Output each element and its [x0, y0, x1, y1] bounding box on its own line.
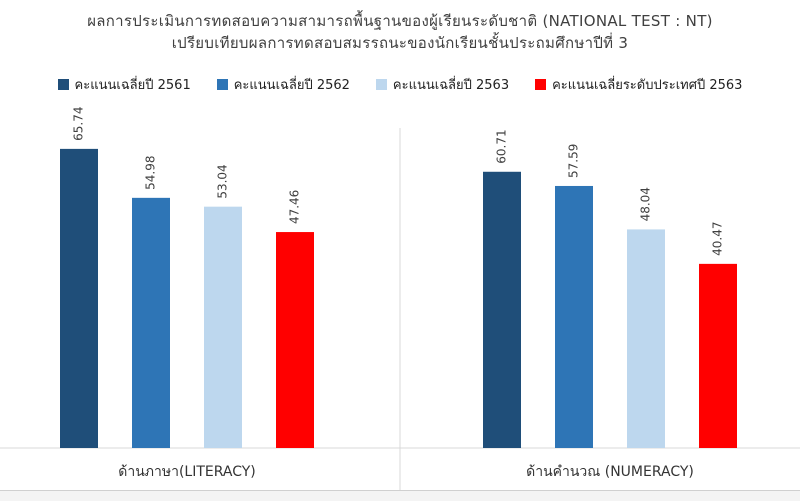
legend-item-national-2563: คะแนนเฉลี่ยระดับประเทศปี 2563 [535, 74, 742, 95]
legend-swatch [216, 79, 228, 90]
bar[interactable] [699, 263, 737, 448]
legend-swatch [375, 79, 387, 90]
chart-title-block: ผลการประเมินการทดสอบความสามารถพื้นฐานของ… [0, 10, 800, 54]
bar[interactable] [555, 185, 593, 448]
chart-subtitle: เปรียบเทียบผลการทดสอบสมรรถนะของนักเรียนช… [171, 34, 629, 52]
legend-label: คะแนนเฉลี่ยปี 2561 [74, 78, 191, 93]
data-label: 48.04 [639, 187, 653, 221]
legend-swatch [57, 79, 69, 90]
bar[interactable] [483, 171, 521, 448]
data-label: 53.04 [216, 164, 230, 198]
legend-label: คะแนนเฉลี่ยปี 2563 [392, 78, 510, 93]
legend-label: คะแนนเฉลี่ยระดับประเทศปี 2563 [552, 78, 743, 93]
sheet-bottom-edge [0, 490, 800, 501]
legend-item-2561: คะแนนเฉลี่ยปี 2561 [57, 74, 191, 95]
data-label: 65.74 [72, 107, 86, 141]
bar[interactable] [627, 229, 665, 448]
data-label: 40.47 [711, 222, 725, 256]
chart-legend: คะแนนเฉลี่ยปี 2561 คะแนนเฉลี่ยปี 2562 คะ… [0, 74, 800, 95]
legend-swatch [535, 79, 547, 90]
bar[interactable] [276, 232, 314, 448]
data-label: 57.59 [567, 144, 581, 178]
bar[interactable] [204, 206, 242, 448]
bar[interactable] [60, 148, 98, 448]
legend-label: คะแนนเฉลี่ยปี 2562 [233, 78, 350, 93]
legend-item-2562: คะแนนเฉลี่ยปี 2562 [216, 74, 350, 95]
bar[interactable] [132, 197, 170, 448]
data-label: 47.46 [288, 190, 302, 224]
data-label: 54.98 [144, 155, 158, 189]
data-label: 60.71 [495, 129, 509, 163]
category-label: ด้านภาษา(LITERACY) [118, 464, 256, 480]
category-label: ด้านคำนวณ (NUMERACY) [526, 464, 694, 480]
legend-item-2563: คะแนนเฉลี่ยปี 2563 [375, 74, 510, 95]
chart-title: ผลการประเมินการทดสอบความสามารถพื้นฐานของ… [87, 12, 713, 30]
